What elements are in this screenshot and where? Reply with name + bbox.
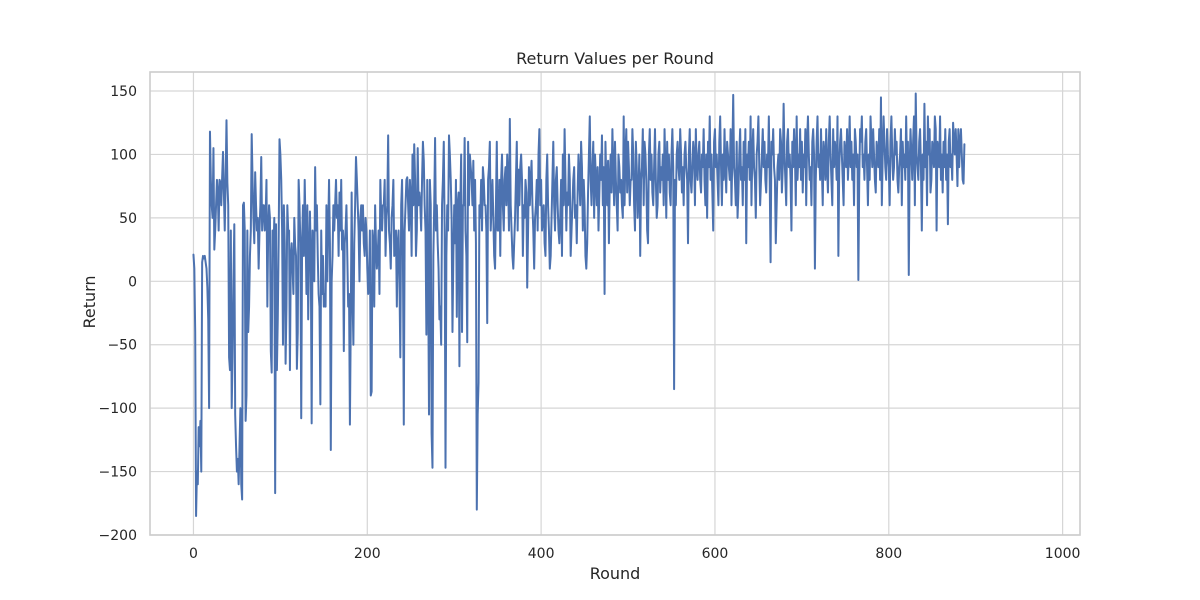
x-tick-label: 200 xyxy=(354,546,381,562)
x-tick-labels: 0 200 400 600 800 1000 xyxy=(189,546,1080,562)
x-tick-label: 400 xyxy=(528,546,555,562)
x-tick-label: 1000 xyxy=(1045,546,1081,562)
y-axis-title: Return xyxy=(80,275,99,328)
x-axis-title: Round xyxy=(590,564,641,583)
x-tick-label: 0 xyxy=(189,546,198,562)
chart-title: Return Values per Round xyxy=(516,49,714,68)
y-tick-label: −200 xyxy=(99,528,137,544)
return-series-line xyxy=(192,92,966,517)
y-tick-label: 150 xyxy=(110,84,137,100)
y-tick-label: 50 xyxy=(119,211,137,227)
x-tick-label: 800 xyxy=(875,546,902,562)
y-tick-label: −50 xyxy=(107,338,137,354)
y-tick-labels: −200 −150 −100 −50 0 50 100 150 xyxy=(99,84,137,544)
x-tick-label: 600 xyxy=(702,546,729,562)
y-tick-label: −150 xyxy=(99,465,137,481)
y-tick-label: 100 xyxy=(110,147,137,163)
y-tick-label: −100 xyxy=(99,401,137,417)
y-tick-label: 0 xyxy=(128,274,137,290)
series-layer xyxy=(192,92,966,517)
plot-frame xyxy=(149,71,1081,536)
